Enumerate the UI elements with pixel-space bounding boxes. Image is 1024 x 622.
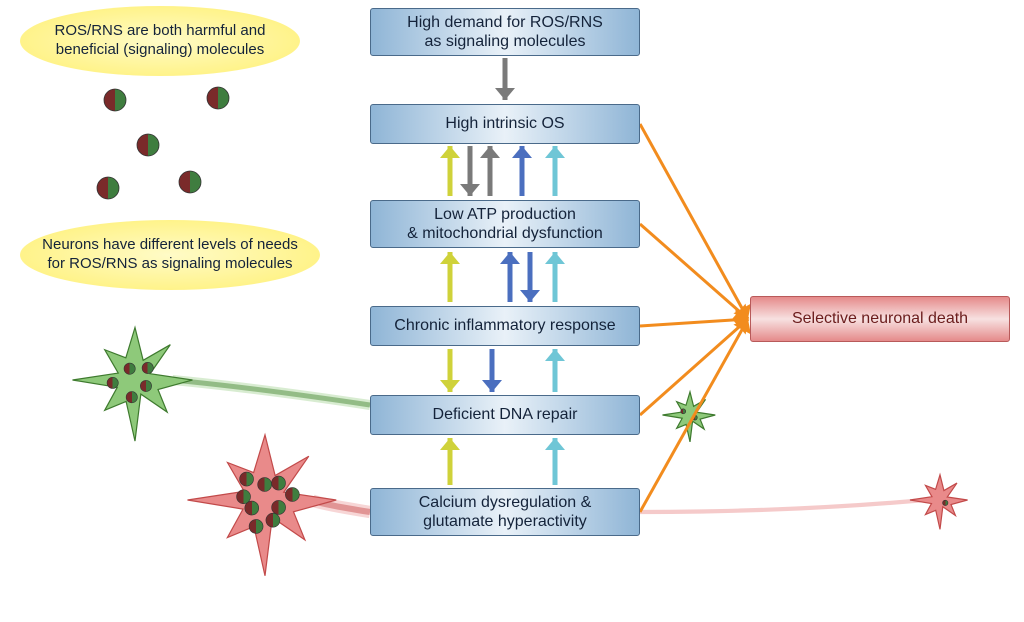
box-inflam: Chronic inflammatory response: [370, 306, 640, 346]
arrow: [495, 58, 515, 100]
box-dna: Deficient DNA repair: [370, 395, 640, 435]
arrow: [512, 146, 532, 196]
arrow: [520, 252, 540, 302]
arrow: [440, 146, 460, 196]
neuron-red_large: [188, 435, 370, 576]
arrow: [460, 146, 480, 196]
arrow: [545, 146, 565, 196]
arrow: [545, 349, 565, 392]
arrow: [640, 224, 748, 319]
box-calcium: Calcium dysregulation &glutamate hyperac…: [370, 488, 640, 536]
arrow: [482, 349, 502, 392]
note-ros-dual: ROS/RNS are both harmful and beneficial …: [20, 6, 300, 76]
arrow: [640, 124, 751, 319]
neuron-green_large: [73, 328, 370, 442]
arrow: [640, 319, 748, 415]
arrow: [480, 146, 500, 196]
arrow: [640, 319, 751, 512]
neuron-green_small: [663, 392, 716, 442]
molecule-icon: [104, 89, 126, 111]
molecule-icon: [179, 171, 201, 193]
arrow: [545, 252, 565, 302]
arrow: [440, 349, 460, 392]
arrow: [545, 438, 565, 485]
molecule-icon: [207, 87, 229, 109]
molecule-icon: [97, 177, 119, 199]
arrow: [640, 310, 748, 330]
box-outcome: Selective neuronal death: [750, 296, 1010, 342]
arrow: [440, 252, 460, 302]
arrow: [440, 438, 460, 485]
note-neuron-needs: Neurons have different levels of needs f…: [20, 220, 320, 290]
molecule-icon: [137, 134, 159, 156]
box-high-os: High intrinsic OS: [370, 104, 640, 144]
box-atp: Low ATP production& mitochondrial dysfun…: [370, 200, 640, 248]
box-demand: High demand for ROS/RNSas signaling mole…: [370, 8, 640, 56]
arrow: [500, 252, 520, 302]
neuron-red_small: [640, 475, 968, 530]
